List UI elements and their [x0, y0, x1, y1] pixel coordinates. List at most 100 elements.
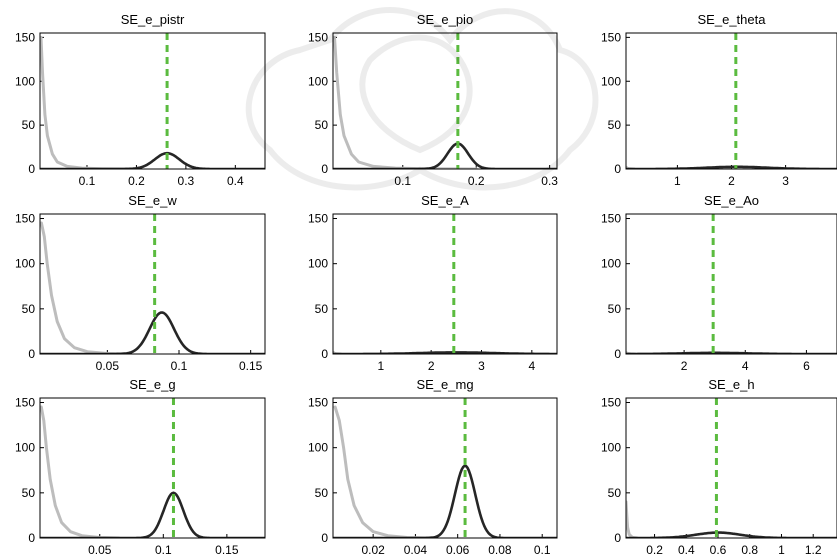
x-tick-label: 3: [782, 174, 789, 188]
x-tick-label: 0.4: [678, 543, 695, 557]
y-tick-label: 50: [608, 302, 622, 316]
x-tick-label: 2: [428, 359, 435, 373]
x-tick-label: 0.3: [541, 174, 558, 188]
axes-frame: [625, 397, 837, 539]
x-tick-label: 1.2: [805, 543, 822, 557]
axes-frame: [625, 213, 837, 355]
panel-6: SE_e_Ao 0 50 100 150 2 4 6: [601, 193, 837, 373]
x-tick-label: 4: [742, 359, 749, 373]
x-tick-label: 0.8: [741, 543, 758, 557]
y-tick-label: 150: [308, 396, 328, 410]
y-tick-label: 100: [308, 441, 328, 455]
y-tick-label: 100: [308, 257, 328, 271]
plot-area: [40, 398, 265, 538]
y-tick-label: 50: [315, 302, 329, 316]
x-tick-label: 0.15: [215, 543, 239, 557]
panel-title: SE_e_h: [708, 377, 754, 392]
panel-title: SE_e_mg: [416, 377, 473, 392]
y-tick-label: 0: [321, 531, 328, 545]
y-tick-label: 100: [308, 74, 328, 88]
x-tick-label: 0.2: [128, 174, 145, 188]
axes-frame: [39, 397, 266, 539]
panel-9: SE_e_h 0 50 100 150 0.2 0.4 0.6 0.8 1 1.2: [601, 377, 837, 557]
y-tick-label: 0: [614, 347, 621, 361]
y-tick-label: 0: [321, 162, 328, 176]
y-tick-label: 150: [15, 30, 35, 44]
plot-area: [626, 33, 837, 169]
panel-title: SE_e_g: [129, 377, 175, 392]
axes-frame: [332, 397, 558, 539]
plot-area: [40, 33, 265, 169]
panel-title: SE_e_pistr: [121, 12, 185, 27]
x-tick-label: 0.05: [96, 359, 120, 373]
x-tick-label: 0.15: [239, 359, 263, 373]
panel-5: SE_e_A 0 50 100 150 1 2 3 4: [308, 193, 558, 373]
x-tick-label: 0.04: [404, 543, 428, 557]
prior-line: [333, 35, 478, 169]
x-tick-label: 0.05: [88, 543, 112, 557]
prior-line: [626, 500, 639, 538]
y-tick-label: 0: [28, 531, 35, 545]
y-tick-label: 100: [15, 257, 35, 271]
x-tick-label: 2: [728, 174, 735, 188]
axes-frame: [625, 32, 837, 170]
prior-line: [40, 221, 131, 354]
x-tick-label: 0.02: [361, 543, 385, 557]
x-tick-label: 1: [674, 174, 681, 188]
x-tick-label: 4: [528, 359, 535, 373]
panel-title: SE_e_w: [128, 193, 177, 208]
x-tick-label: 0.1: [79, 174, 96, 188]
x-tick-label: 0.08: [488, 543, 512, 557]
panel-1: SE_e_pistr 0 50 100 150 0.1 0.2 0.3 0.4: [15, 12, 266, 188]
plot-area: [626, 214, 837, 354]
plot-area: [333, 33, 557, 169]
x-tick-label: 0.3: [178, 174, 195, 188]
panel-4: SE_e_w 0 50 100 150 0.05 0.1 0.15: [15, 193, 266, 373]
plot-area: [333, 398, 557, 538]
prior-line: [40, 35, 138, 169]
axes-frame: [332, 32, 558, 170]
x-tick-label: 6: [803, 359, 810, 373]
y-tick-label: 50: [608, 118, 622, 132]
x-tick-label: 0.1: [171, 359, 188, 373]
axes-frame: [332, 213, 558, 355]
panel-2: SE_e_pio 0 50 100 150 0.1 0.2 0.3: [308, 12, 558, 188]
x-tick-label: 2: [681, 359, 688, 373]
y-tick-label: 150: [308, 30, 328, 44]
y-tick-label: 50: [315, 118, 329, 132]
axes-frame: [39, 213, 266, 355]
panel-7: SE_e_g 0 50 100 150 0.05 0.1 0.15: [15, 377, 266, 557]
plot-area: [626, 398, 837, 538]
y-tick-label: 150: [601, 30, 621, 44]
x-tick-label: 0.06: [446, 543, 470, 557]
y-tick-label: 150: [308, 212, 328, 226]
y-tick-label: 150: [15, 396, 35, 410]
y-tick-label: 0: [614, 162, 621, 176]
x-tick-label: 0.1: [155, 543, 172, 557]
panel-title: SE_e_theta: [698, 12, 767, 27]
x-tick-label: 0.2: [646, 543, 663, 557]
y-tick-label: 100: [15, 74, 35, 88]
plot-area: [333, 214, 557, 354]
plot-area: [40, 214, 265, 354]
y-tick-label: 100: [15, 441, 35, 455]
y-tick-label: 100: [601, 74, 621, 88]
x-tick-label: 0.1: [534, 543, 551, 557]
y-tick-label: 100: [601, 257, 621, 271]
prior-line: [40, 405, 121, 538]
panel-3: SE_e_theta 0 50 100 150 1 2 3: [601, 12, 837, 188]
y-tick-label: 100: [601, 441, 621, 455]
y-tick-label: 50: [22, 486, 36, 500]
panel-8: SE_e_mg 0 50 100 150 0.02 0.04 0.06 0.08 0.1: [308, 377, 558, 557]
prior-line: [333, 405, 438, 538]
posterior-line: [333, 142, 557, 169]
x-tick-label: 0.1: [394, 174, 411, 188]
x-tick-label: 3: [478, 359, 485, 373]
panel-title: SE_e_pio: [417, 12, 473, 27]
posterior-line: [40, 491, 265, 538]
posterior-line: [40, 311, 265, 354]
y-tick-label: 50: [22, 302, 36, 316]
x-tick-label: 0.4: [227, 174, 244, 188]
y-tick-label: 0: [321, 347, 328, 361]
